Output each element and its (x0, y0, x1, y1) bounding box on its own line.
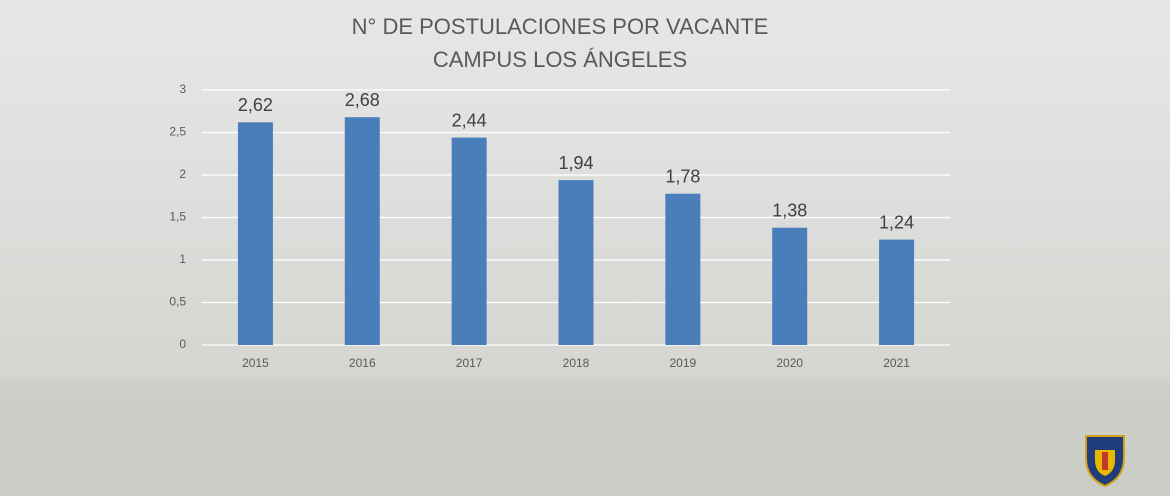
value-label: 2,62 (238, 95, 273, 115)
chart-title: N° DE POSTULACIONES POR VACANTE (352, 14, 769, 39)
bar (772, 227, 808, 345)
y-tick-label: 0,5 (169, 295, 186, 309)
y-tick-label: 2 (179, 167, 186, 181)
value-label: 1,78 (665, 166, 700, 186)
bar (879, 239, 915, 345)
bar (665, 193, 701, 345)
x-tick-label: 2016 (349, 356, 376, 370)
value-label: 2,68 (345, 90, 380, 110)
background-ground (0, 380, 1170, 496)
value-label: 1,24 (879, 212, 914, 232)
y-tick-label: 0 (179, 337, 186, 351)
bar (451, 137, 487, 345)
bar (237, 122, 273, 345)
x-tick-label: 2015 (242, 356, 269, 370)
chart-subtitle: CAMPUS LOS ÁNGELES (433, 47, 687, 72)
value-label: 1,94 (558, 153, 593, 173)
logo (1085, 435, 1125, 488)
x-tick-label: 2020 (776, 356, 803, 370)
value-label: 1,38 (772, 200, 807, 220)
bar (558, 180, 594, 345)
y-tick-label: 1 (179, 252, 186, 266)
y-tick-label: 2,5 (169, 125, 186, 139)
y-tick-label: 3 (179, 82, 186, 96)
x-tick-label: 2018 (563, 356, 590, 370)
x-tick-label: 2019 (670, 356, 697, 370)
bar (344, 117, 380, 345)
x-tick-label: 2017 (456, 356, 483, 370)
x-tick-label: 2021 (883, 356, 910, 370)
value-label: 2,44 (452, 110, 487, 130)
y-tick-label: 1,5 (169, 210, 186, 224)
